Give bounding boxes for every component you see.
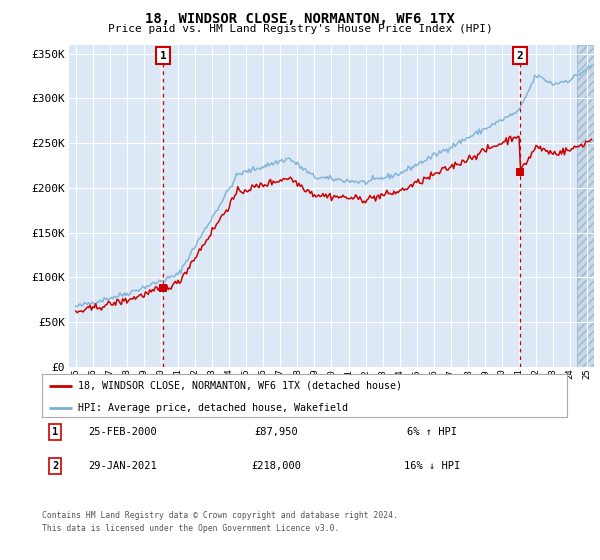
Text: Price paid vs. HM Land Registry's House Price Index (HPI): Price paid vs. HM Land Registry's House …: [107, 24, 493, 34]
Text: £87,950: £87,950: [254, 427, 298, 437]
Text: HPI: Average price, detached house, Wakefield: HPI: Average price, detached house, Wake…: [78, 403, 348, 413]
Text: 18, WINDSOR CLOSE, NORMANTON, WF6 1TX: 18, WINDSOR CLOSE, NORMANTON, WF6 1TX: [145, 12, 455, 26]
Text: £218,000: £218,000: [251, 461, 301, 471]
Text: 16% ↓ HPI: 16% ↓ HPI: [404, 461, 460, 471]
Bar: [577, 45, 594, 367]
Text: This data is licensed under the Open Government Licence v3.0.: This data is licensed under the Open Gov…: [42, 524, 340, 533]
Text: 2: 2: [52, 461, 58, 471]
Text: 25-FEB-2000: 25-FEB-2000: [89, 427, 157, 437]
Text: 18, WINDSOR CLOSE, NORMANTON, WF6 1TX (detached house): 18, WINDSOR CLOSE, NORMANTON, WF6 1TX (d…: [78, 381, 402, 391]
Text: 2: 2: [517, 50, 524, 60]
Text: 29-JAN-2021: 29-JAN-2021: [89, 461, 157, 471]
Text: 1: 1: [160, 50, 166, 60]
Text: Contains HM Land Registry data © Crown copyright and database right 2024.: Contains HM Land Registry data © Crown c…: [42, 511, 398, 520]
Text: 1: 1: [52, 427, 58, 437]
Text: 6% ↑ HPI: 6% ↑ HPI: [407, 427, 457, 437]
